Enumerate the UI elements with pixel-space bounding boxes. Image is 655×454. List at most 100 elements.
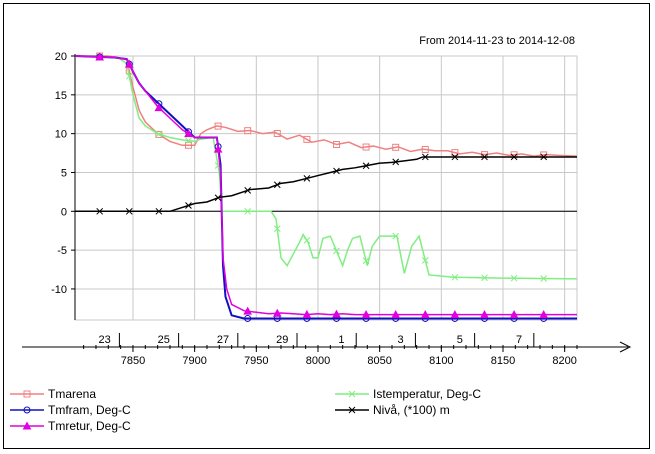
series-point — [184, 129, 193, 138]
series-point — [185, 202, 192, 209]
date-tick-label-7: 7 — [516, 334, 522, 346]
date-tick-label-29: 29 — [276, 334, 288, 346]
series-point — [510, 274, 518, 282]
y-tick-label--5: -5 — [57, 245, 67, 257]
x-axis: 7850 7900 7950 8000 8050 8100 8150 8200 23 25 27 29… — [22, 333, 632, 367]
series-point — [540, 275, 548, 282]
series-point — [302, 309, 312, 318]
series-point — [481, 274, 488, 282]
series-point — [392, 232, 400, 240]
legend-swatch-marker — [348, 406, 356, 414]
series-point — [540, 151, 548, 159]
x-tick-label-7900: 7900 — [182, 355, 206, 367]
x-tick-label-7850: 7850 — [121, 355, 145, 367]
series-point — [421, 145, 429, 153]
series-point — [421, 257, 429, 264]
series-point — [184, 141, 192, 149]
x-tick-label-8100: 8100 — [429, 355, 453, 367]
legend-label-istemperatur: Istemperatur, Deg-C — [373, 387, 481, 401]
series-point — [244, 127, 252, 135]
legend-label-tmretur: Tmretur, Deg-C — [48, 419, 131, 433]
date-range-annotation: From 2014-11-23 to 2014-12-08 — [419, 35, 575, 47]
series-niv-100-m — [75, 153, 577, 215]
series-point — [155, 207, 163, 215]
y-tick-label-0: 0 — [61, 206, 67, 218]
x-tick-label-8200: 8200 — [552, 355, 576, 367]
series-point — [125, 207, 133, 215]
series-point — [361, 310, 371, 319]
date-tick-label-5: 5 — [457, 334, 463, 346]
legend-item-tmretur: Tmretur, Deg-C — [48, 419, 131, 433]
series-point — [333, 247, 340, 255]
legend-swatch-marker — [22, 421, 32, 430]
legend-label-tmfram: Tmfram, Deg-C — [48, 403, 131, 417]
series-point — [391, 310, 401, 319]
y-tick-label-5: 5 — [61, 167, 67, 179]
date-tick-label-27: 27 — [217, 334, 229, 346]
series-tmfram-deg-c — [74, 53, 577, 322]
series-point — [155, 130, 163, 138]
series-point — [421, 153, 429, 161]
series-point — [154, 103, 164, 112]
series-point — [185, 137, 192, 144]
series-tmretur-deg-c — [74, 52, 577, 319]
series-point — [303, 175, 311, 182]
series-point — [362, 162, 370, 170]
series-point — [332, 309, 341, 318]
legend-swatch-marker — [23, 406, 31, 414]
series-line — [74, 55, 577, 320]
series-point — [451, 273, 459, 281]
legend-label-niva: Nivå, (*100) m — [373, 403, 450, 417]
series-point — [480, 310, 489, 319]
series-point — [244, 187, 252, 194]
series-point — [539, 310, 549, 319]
legend-item-tmarena: Tmarena — [48, 387, 96, 401]
x-tick-label-8150: 8150 — [491, 355, 515, 367]
series-point — [244, 314, 252, 322]
x-axis-arrow — [619, 341, 632, 353]
y-tick-label--10: -10 — [51, 284, 67, 296]
series-point — [451, 153, 459, 161]
series-point — [273, 181, 281, 189]
series-point — [303, 135, 311, 143]
chart-frame — [3, 3, 650, 449]
y-axis: 20 15 10 5 0 -5 -10 — [51, 51, 76, 320]
series-line — [75, 156, 577, 213]
date-tick-label-25: 25 — [158, 334, 170, 346]
date-tick-label-3: 3 — [398, 334, 404, 346]
legend-label-tmarena: Tmarena — [48, 387, 96, 401]
series-point — [272, 308, 282, 317]
series-point — [392, 143, 400, 151]
series-point — [540, 153, 548, 161]
series-point — [273, 129, 281, 137]
date-tick-label-23: 23 — [98, 334, 110, 346]
series-point — [214, 122, 222, 130]
series-point — [451, 149, 459, 157]
series-point — [273, 225, 281, 233]
series-line — [74, 55, 577, 316]
series-point — [450, 310, 460, 319]
y-tick-label-10: 10 — [55, 129, 67, 141]
series-point — [420, 310, 430, 319]
legend-item-tmfram: Tmfram, Deg-C — [48, 403, 131, 417]
series-point — [362, 257, 370, 265]
grid — [74, 55, 578, 321]
series-point — [333, 167, 340, 175]
date-tick-label-1: 1 — [338, 334, 344, 346]
series-point — [214, 194, 222, 202]
series-layer — [74, 52, 578, 322]
series-point — [392, 158, 400, 166]
series-tmarena — [75, 52, 578, 159]
series-istemperatur-deg-c — [74, 53, 578, 282]
series-point — [244, 207, 252, 215]
series-line — [74, 55, 578, 280]
series-point — [213, 144, 223, 153]
x-tick-label-8000: 8000 — [306, 355, 330, 367]
series-point — [96, 207, 104, 215]
series-point — [362, 143, 370, 151]
series-point — [509, 310, 519, 319]
y-tick-label-15: 15 — [55, 90, 67, 102]
series-point — [95, 52, 105, 61]
legend-item-istemperatur: Istemperatur, Deg-C — [373, 387, 481, 401]
